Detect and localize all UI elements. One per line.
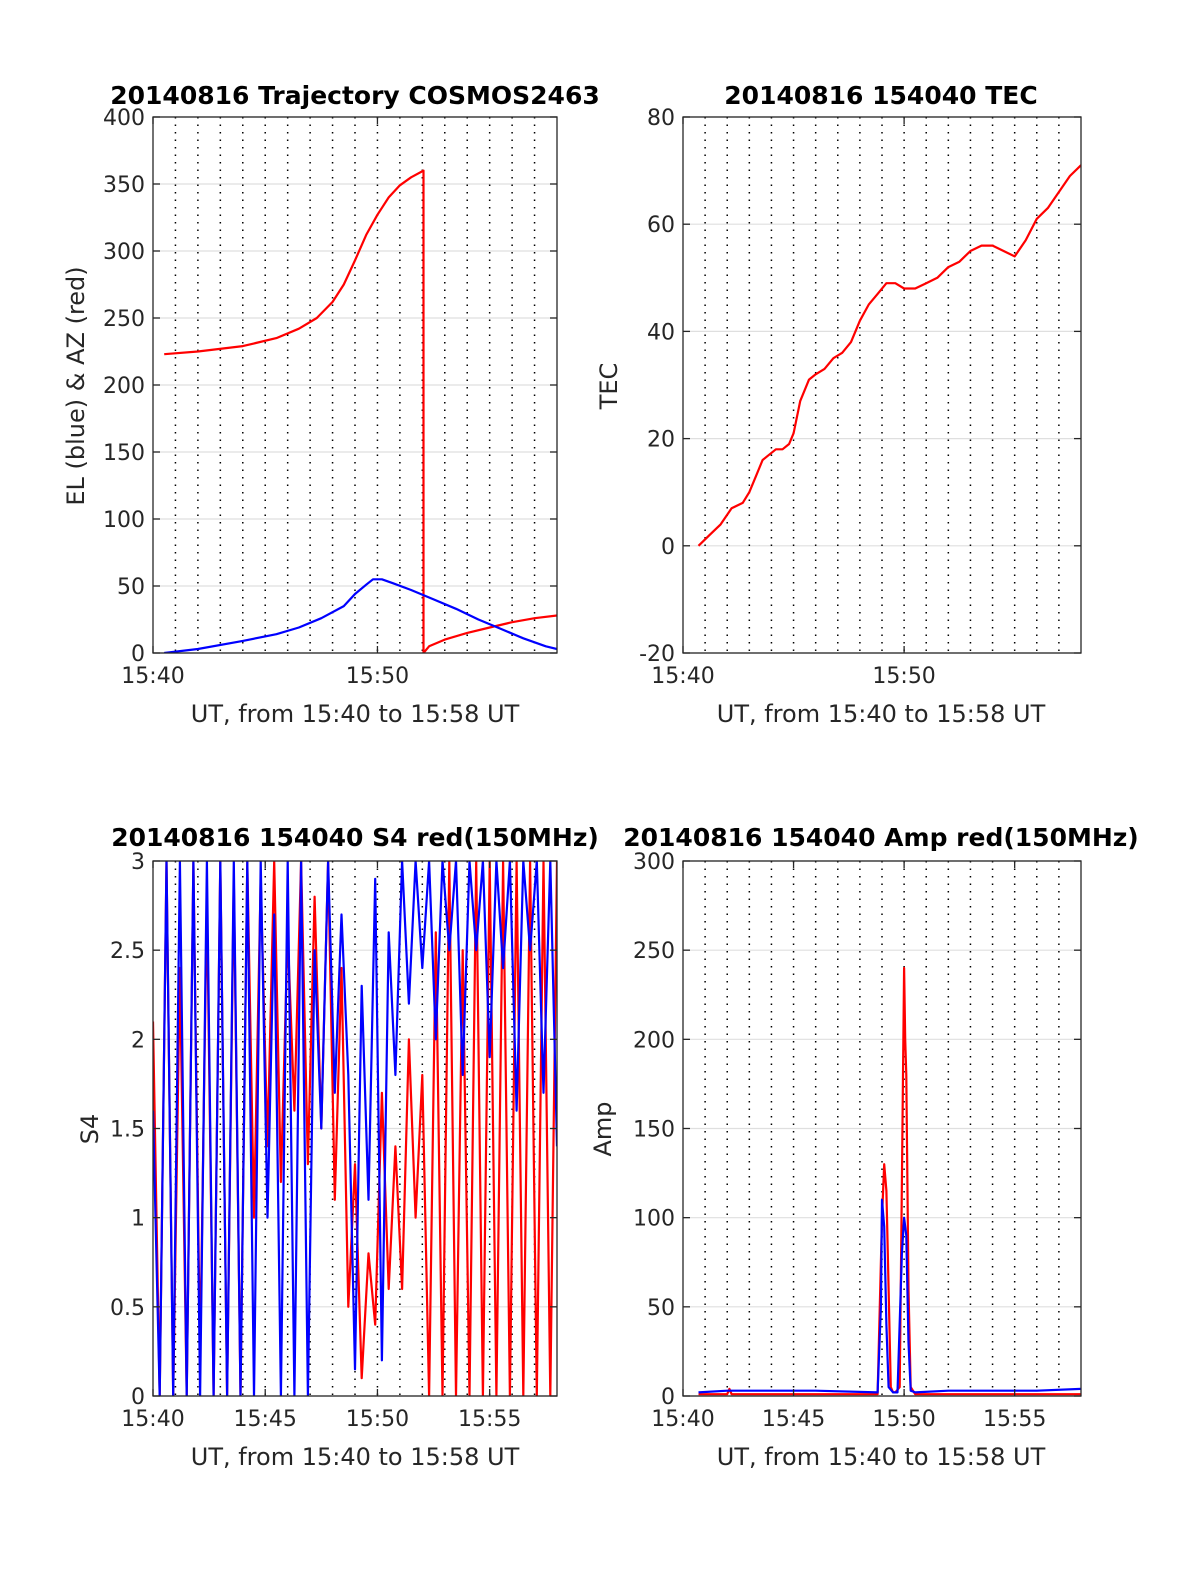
trajectory-plot-area: 0 50 100 150 200 250 300 350 400 15:40 15:50 (103, 106, 558, 689)
trajectory-ytick-label: 350 (103, 173, 145, 198)
trajectory-ytick-label: 50 (117, 575, 145, 600)
tec-plot-area: -20 0 20 40 60 80 15:40 15:50 (639, 106, 1082, 689)
amp-plot-area: 0 50 100 150 200 250 300 15:40 15:45 15:50 15:55 (633, 850, 1082, 1432)
trajectory-ylabel: EL (blue) & AZ (red) (62, 266, 90, 505)
amp-title: 20140816 154040 Amp red(150MHz) (623, 823, 1139, 852)
s4-title: 20140816 154040 S4 red(150MHz) (111, 823, 599, 852)
s4-series-line-blue (153, 861, 557, 1396)
amp-xlabel: UT, from 15:40 to 15:58 UT (717, 1443, 1046, 1471)
s4-ytick-label: 2.5 (110, 939, 145, 964)
s4-xtick-label: 15:40 (121, 1407, 184, 1432)
trajectory-ytick-label: 300 (103, 240, 145, 265)
trajectory-ytick-label: 400 (103, 106, 145, 131)
tec-ytick-label: 60 (647, 213, 675, 238)
s4-series-line-red (153, 861, 557, 1396)
trajectory-series-line-blue (164, 578, 557, 653)
trajectory-ytick-label: 0 (131, 642, 145, 667)
s4-ytick-label: 1 (131, 1207, 145, 1232)
amp-xtick-label: 15:50 (872, 1407, 935, 1432)
tec-xtick-label: 15:50 (872, 664, 935, 689)
amp-xtick-label: 15:40 (651, 1407, 714, 1432)
tec-ytick-label: 80 (647, 106, 675, 131)
trajectory-series-line-red (164, 169, 557, 653)
tec-ylabel: TEC (595, 363, 623, 411)
trajectory-ytick-label: 250 (103, 307, 145, 332)
amp-ytick-label: 100 (633, 1207, 675, 1232)
s4-xtick-label: 15:45 (234, 1407, 297, 1432)
amp-ytick-label: 150 (633, 1118, 675, 1143)
amp-ytick-label: 250 (633, 939, 675, 964)
trajectory-xtick-label: 15:40 (121, 664, 184, 689)
amp-ytick-label: 50 (647, 1296, 675, 1321)
trajectory-panel: 0 50 100 150 200 250 300 350 400 15:40 15:50 20140… (62, 81, 600, 728)
s4-ytick-label: 1.5 (110, 1118, 145, 1143)
s4-ytick-label: 0.5 (110, 1296, 145, 1321)
s4-plot-area: 0 0.5 1 1.5 2 2.5 3 15:40 15:45 15:50 15:55 (110, 850, 558, 1432)
trajectory-ytick-label: 150 (103, 441, 145, 466)
tec-axes-box (682, 116, 1082, 654)
s4-xtick-label: 15:55 (458, 1407, 521, 1432)
tec-ytick-label: 40 (647, 320, 675, 345)
tec-series-line-red (697, 164, 1081, 547)
amp-xtick-label: 15:55 (983, 1407, 1046, 1432)
tec-ytick-label: 20 (647, 428, 675, 453)
tec-title: 20140816 154040 TEC (724, 81, 1037, 110)
amp-panel: 0 50 100 150 200 250 300 15:40 15:45 15:50 15:55 2… (589, 823, 1139, 1471)
tec-panel: -20 0 20 40 60 80 15:40 15:50 20140816 154040 T… (595, 81, 1082, 728)
amp-ytick-label: 0 (661, 1385, 675, 1410)
s4-ytick-label: 2 (131, 1028, 145, 1053)
tec-xtick-label: 15:40 (651, 664, 714, 689)
s4-ytick-label: 3 (131, 850, 145, 875)
s4-ylabel: S4 (76, 1114, 104, 1145)
amp-series-line-blue (698, 1198, 1081, 1394)
trajectory-xtick-label: 15:50 (346, 664, 409, 689)
amp-ylabel: Amp (589, 1101, 617, 1156)
amp-ytick-label: 300 (633, 850, 675, 875)
trajectory-ytick-label: 200 (103, 374, 145, 399)
amp-ytick-label: 200 (633, 1028, 675, 1053)
trajectory-title: 20140816 Trajectory COSMOS2463 (110, 81, 600, 110)
s4-ytick-label: 0 (131, 1385, 145, 1410)
trajectory-ytick-label: 100 (103, 508, 145, 533)
s4-xlabel: UT, from 15:40 to 15:58 UT (191, 1443, 520, 1471)
s4-xtick-label: 15:50 (346, 1407, 409, 1432)
tec-ytick-label: 0 (661, 535, 675, 560)
tec-xlabel: UT, from 15:40 to 15:58 UT (717, 700, 1046, 728)
tec-ytick-label: -20 (639, 642, 675, 667)
s4-panel: 0 0.5 1 1.5 2 2.5 3 15:40 15:45 15:50 15:55 201408… (76, 823, 599, 1471)
amp-xtick-label: 15:45 (762, 1407, 825, 1432)
trajectory-xlabel: UT, from 15:40 to 15:58 UT (191, 700, 520, 728)
